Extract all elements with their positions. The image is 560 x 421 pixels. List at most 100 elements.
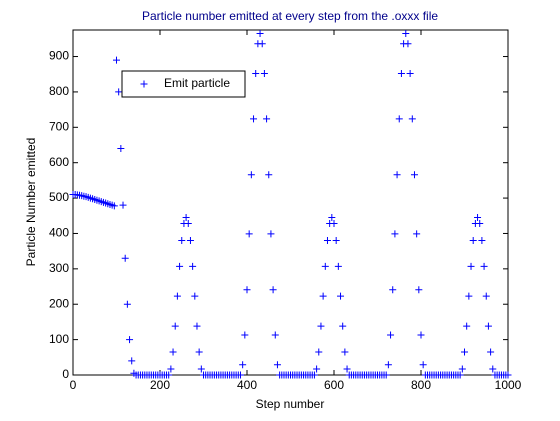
marker xyxy=(265,171,273,179)
marker xyxy=(332,237,340,245)
marker xyxy=(476,220,484,228)
x-tick-label: 400 xyxy=(237,378,257,392)
y-tick-label: 400 xyxy=(49,226,69,240)
marker xyxy=(178,237,186,245)
x-tick-label: 800 xyxy=(411,378,431,392)
marker xyxy=(404,40,412,48)
marker xyxy=(417,331,425,339)
y-axis-label: Particle Number emitted xyxy=(24,138,38,267)
marker xyxy=(319,292,327,300)
marker xyxy=(173,292,181,300)
marker xyxy=(504,371,512,379)
marker xyxy=(121,254,129,262)
marker xyxy=(415,286,423,294)
marker xyxy=(389,286,397,294)
marker xyxy=(393,171,401,179)
marker xyxy=(182,214,190,222)
marker xyxy=(245,230,253,238)
marker xyxy=(315,348,323,356)
marker xyxy=(489,365,497,373)
marker xyxy=(171,322,179,330)
marker xyxy=(258,40,266,48)
marker xyxy=(480,262,488,270)
marker xyxy=(484,322,492,330)
marker xyxy=(115,88,123,96)
marker xyxy=(461,348,468,356)
marker xyxy=(273,361,281,369)
y-tick-label: 100 xyxy=(49,332,69,346)
marker xyxy=(117,145,125,153)
marker xyxy=(236,371,244,379)
marker xyxy=(241,331,249,339)
marker xyxy=(384,361,392,369)
marker xyxy=(197,365,205,373)
legend-marker xyxy=(140,80,148,88)
legend-label: Emit particle xyxy=(164,76,230,90)
marker xyxy=(456,371,464,379)
marker xyxy=(391,230,399,238)
marker xyxy=(250,115,258,123)
marker xyxy=(195,348,203,356)
marker xyxy=(247,171,255,179)
x-tick-label: 1000 xyxy=(495,378,522,392)
marker xyxy=(387,331,395,339)
marker xyxy=(458,365,466,373)
marker xyxy=(263,115,271,123)
marker xyxy=(169,348,177,356)
marker xyxy=(341,348,349,356)
marker xyxy=(343,365,351,373)
marker xyxy=(337,292,345,300)
marker xyxy=(408,115,416,123)
marker xyxy=(463,322,471,330)
marker xyxy=(110,202,118,210)
y-tick-label: 900 xyxy=(49,49,69,63)
marker xyxy=(406,70,414,78)
marker xyxy=(330,220,338,228)
marker xyxy=(402,30,410,38)
x-tick-label: 0 xyxy=(70,378,77,392)
chart-title: Particle number emitted at every step fr… xyxy=(142,9,438,23)
marker xyxy=(310,371,318,379)
marker xyxy=(321,262,329,270)
marker xyxy=(382,371,390,379)
y-tick-label: 800 xyxy=(49,84,69,98)
marker xyxy=(113,56,120,64)
marker xyxy=(126,336,134,344)
marker xyxy=(165,371,173,379)
x-axis-label: Step number xyxy=(256,397,325,411)
marker xyxy=(119,201,127,209)
marker xyxy=(252,70,260,78)
marker xyxy=(191,292,199,300)
marker xyxy=(256,30,264,38)
marker xyxy=(239,361,247,369)
marker xyxy=(328,214,336,222)
y-tick-label: 0 xyxy=(62,367,69,381)
marker xyxy=(474,214,482,222)
marker xyxy=(397,70,405,78)
marker xyxy=(478,237,486,245)
marker xyxy=(176,262,184,270)
marker xyxy=(467,262,475,270)
marker xyxy=(419,361,427,369)
y-tick-label: 300 xyxy=(49,261,69,275)
marker xyxy=(465,292,473,300)
marker xyxy=(193,322,201,330)
marker xyxy=(395,115,403,123)
marker xyxy=(269,286,277,294)
x-tick-label: 200 xyxy=(150,378,170,392)
marker xyxy=(189,262,197,270)
marker xyxy=(482,292,490,300)
marker xyxy=(323,237,331,245)
x-tick-label: 600 xyxy=(324,378,344,392)
marker xyxy=(167,365,175,373)
marker xyxy=(123,300,131,308)
marker xyxy=(271,331,279,339)
marker xyxy=(267,230,275,238)
marker xyxy=(487,348,495,356)
y-tick-label: 500 xyxy=(49,190,69,204)
marker xyxy=(313,365,321,373)
marker xyxy=(469,237,477,245)
marker xyxy=(334,262,342,270)
